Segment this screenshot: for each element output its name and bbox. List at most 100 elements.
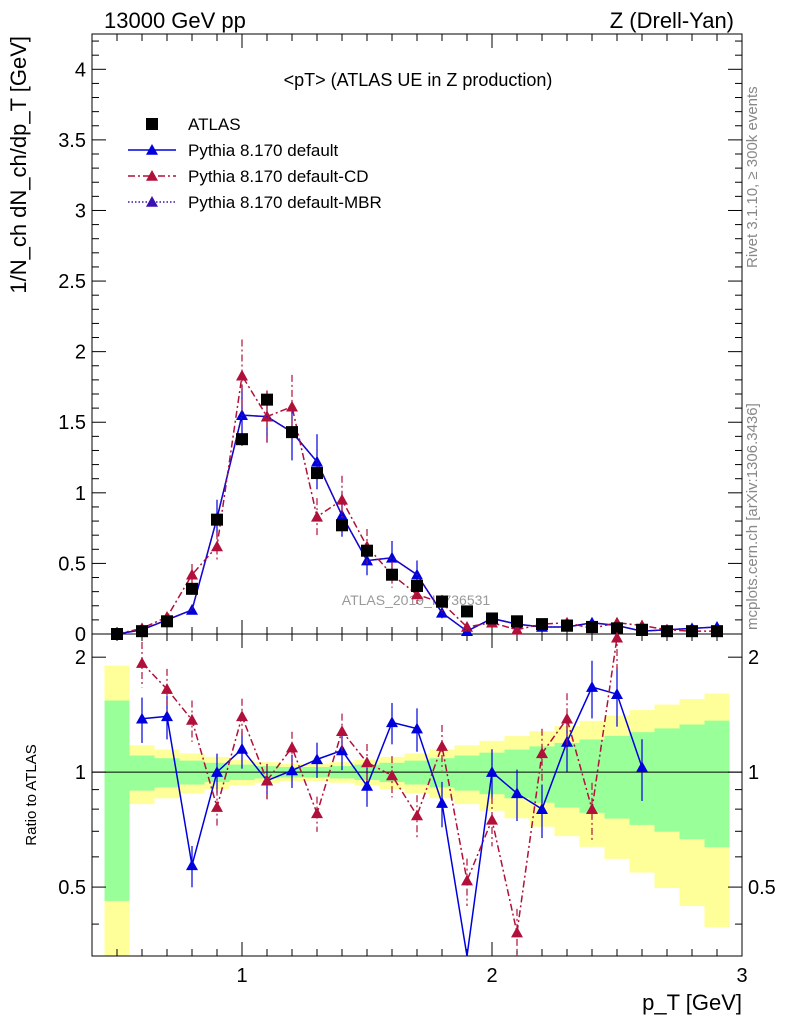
series-marker — [311, 455, 323, 467]
atlas-data-point — [111, 628, 123, 640]
atlas-data-point — [411, 580, 423, 592]
atlas-data-point — [236, 433, 248, 446]
ratio-marker — [436, 740, 448, 751]
ratio-marker — [411, 722, 423, 734]
y-tick-label: 2 — [75, 342, 86, 364]
ratio-marker — [161, 710, 173, 722]
atlas-data-point — [311, 467, 323, 480]
atlas-data-point — [561, 619, 573, 632]
ratio-marker — [186, 713, 198, 725]
ratio-marker — [336, 725, 348, 736]
atlas-data-point — [136, 625, 148, 638]
ratio-band-inner — [679, 724, 705, 840]
y-tick-label: 0.5 — [58, 553, 86, 575]
ratio-marker — [561, 712, 573, 724]
x-tick-label: 2 — [486, 965, 497, 987]
atlas-data-point — [286, 426, 298, 439]
ratio-marker — [486, 813, 498, 825]
series-marker — [386, 551, 398, 563]
ratio-marker — [211, 801, 223, 812]
legend-marker — [146, 144, 158, 155]
series-marker — [236, 369, 248, 381]
ratio-marker — [211, 766, 223, 777]
ratio-marker — [436, 797, 448, 808]
ratio-band-inner — [129, 755, 155, 791]
y-tick-label: 2.5 — [58, 271, 86, 293]
ratio-marker — [611, 688, 623, 699]
legend-label: Pythia 8.170 default — [188, 141, 339, 160]
atlas-data-point — [336, 519, 348, 532]
ratio-marker — [286, 741, 298, 753]
ratio-marker — [136, 712, 148, 724]
ratio-marker — [536, 803, 548, 814]
y-tick-label: 1 — [75, 483, 86, 505]
legend-marker — [146, 170, 158, 181]
ratio-marker — [486, 766, 498, 777]
ratio-marker — [311, 807, 323, 819]
ratio-marker — [236, 742, 248, 754]
ratio-band-inner — [654, 728, 680, 832]
atlas-data-point — [436, 595, 448, 608]
ratio-band-inner — [454, 755, 480, 791]
atlas-data-point — [661, 625, 673, 638]
ratio-band-inner — [604, 735, 630, 819]
ratio-marker — [361, 756, 373, 768]
ratio-marker — [311, 753, 323, 765]
ratio-tick-label: 2 — [75, 647, 86, 669]
atlas-data-point — [611, 622, 623, 635]
atlas-data-point — [461, 605, 473, 618]
ratio-marker — [361, 779, 373, 791]
series-marker — [211, 540, 223, 552]
atlas-data-point — [161, 615, 173, 628]
analysis-watermark: ATLAS_2019_I1736531 — [342, 592, 491, 608]
ratio-tick-label: 0.5 — [58, 877, 86, 899]
series-marker — [336, 493, 348, 505]
chart-title: <pT> (ATLAS UE in Z production) — [284, 70, 553, 90]
ratio-marker — [586, 803, 598, 814]
x-axis-label: p_T [GeV] — [642, 990, 742, 1015]
header-right: Z (Drell-Yan) — [609, 8, 734, 33]
ratio-tick-label: 0.5 — [748, 877, 776, 899]
ratio-marker — [386, 716, 398, 728]
ratio-marker — [461, 874, 473, 886]
ratio-axis-label: Ratio to ATLAS — [23, 744, 40, 845]
series-marker — [511, 623, 523, 635]
atlas-data-point — [711, 625, 723, 638]
x-tick-label: 1 — [236, 965, 247, 987]
ratio-marker — [286, 764, 298, 776]
series-marker — [286, 400, 298, 412]
y-tick-label: 4 — [75, 59, 86, 81]
atlas-data-point — [511, 615, 523, 628]
y-tick-label: 3 — [75, 200, 86, 222]
legend-marker-atlas — [146, 118, 158, 130]
x-tick-label: 3 — [736, 965, 747, 987]
ratio-tick-label: 2 — [748, 647, 759, 669]
y-tick-label: 1.5 — [58, 412, 86, 434]
ratio-marker — [536, 747, 548, 759]
series-marker — [186, 604, 198, 615]
y-axis-label: 1/N_ch dN_ch/dp_T [GeV] — [6, 36, 31, 294]
atlas-data-point — [386, 568, 398, 581]
ratio-marker — [636, 761, 648, 773]
ratio-band-inner — [104, 700, 130, 901]
ratio-tick-label: 1 — [748, 762, 759, 784]
ratio-marker — [186, 859, 198, 871]
ratio-marker — [161, 683, 173, 694]
series-marker — [311, 510, 323, 522]
atlas-data-point — [186, 582, 198, 595]
atlas-data-point — [636, 623, 648, 636]
legend-label: ATLAS — [188, 115, 241, 134]
series-marker — [186, 568, 198, 580]
y-tick-label: 0 — [75, 624, 86, 646]
atlas-data-point — [586, 620, 598, 633]
ratio-tick-label: 1 — [75, 762, 86, 784]
atlas-data-point — [261, 393, 273, 406]
legend-label: Pythia 8.170 default-CD — [188, 167, 369, 186]
ratio-marker — [586, 681, 598, 692]
series-marker — [411, 588, 423, 600]
ratio-marker — [136, 657, 148, 668]
atlas-data-point — [686, 625, 698, 638]
ratio-band-inner — [704, 720, 730, 848]
y-tick-label: 3.5 — [58, 130, 86, 152]
